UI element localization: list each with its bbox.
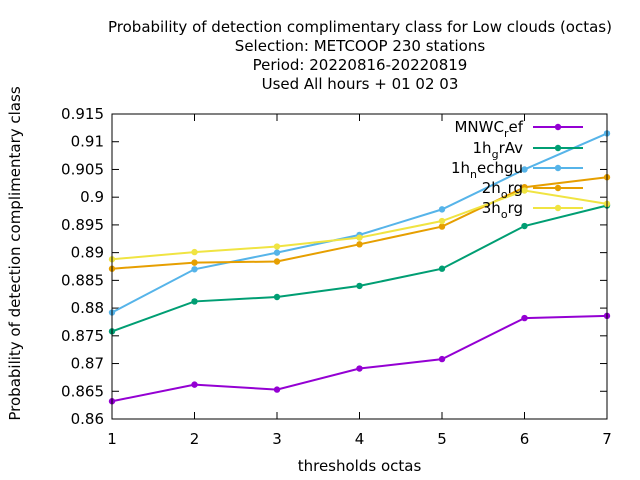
legend-entry: MNWCref [454, 118, 583, 140]
title-line: Selection: METCOOP 230 stations [235, 37, 486, 55]
data-point [273, 243, 281, 250]
data-point [521, 314, 528, 322]
legend-label: 1hnechgu [451, 159, 523, 181]
y-tick-label: 0.89 [71, 244, 104, 262]
data-point [356, 234, 363, 241]
data-point [273, 258, 281, 265]
y-tick-label: 0.905 [61, 160, 104, 178]
legend-label-base: MNWC [454, 118, 503, 136]
legend-label-sub: n [470, 168, 477, 181]
x-tick-label: 1 [107, 430, 117, 448]
legend-label-sub: o [501, 188, 508, 201]
series-layer [108, 130, 611, 405]
series-3h_org [108, 187, 611, 263]
legend-label-base: 2h [482, 179, 501, 197]
tick-labels: 0.860.8650.870.8750.880.8850.890.8950.90… [61, 105, 612, 448]
title-line: Used All hours + 01 02 03 [262, 75, 459, 93]
x-tick-label: 4 [355, 430, 365, 448]
legend-label: 3horg [482, 199, 523, 221]
chart-title: Probability of detection complimentary c… [108, 18, 612, 93]
y-tick-label: 0.865 [61, 382, 104, 400]
legend-label-rest: rAv [499, 139, 524, 157]
series-1h_grAv [108, 202, 611, 335]
data-point [273, 293, 281, 301]
y-tick-label: 0.91 [71, 133, 104, 151]
legend-label-sub: r [504, 127, 509, 140]
legend-entry: 1hgrAv [473, 139, 583, 161]
data-point [191, 259, 198, 266]
legend-label-sub: o [501, 208, 508, 221]
data-point [273, 249, 281, 256]
legend-entry: 2horg [482, 179, 583, 201]
data-point [438, 206, 446, 213]
y-tick-label: 0.86 [71, 410, 104, 428]
data-point [356, 282, 363, 290]
legend-label-rest: rg [508, 199, 523, 217]
y-tick-label: 0.87 [71, 355, 104, 373]
title-line: Probability of detection complimentary c… [108, 18, 612, 36]
data-point [438, 265, 446, 272]
data-point [438, 355, 446, 363]
legend-label-base: 3h [482, 199, 501, 217]
y-tick-label: 0.9 [80, 188, 104, 206]
legend-swatch-point [554, 204, 562, 212]
data-point [521, 187, 528, 194]
legend-label-rest: ef [508, 118, 523, 136]
legend-label: 2horg [482, 179, 523, 201]
series-MNWC_ref [108, 312, 611, 405]
data-point [191, 266, 198, 273]
series-line [111, 204, 608, 333]
y-tick-label: 0.915 [61, 105, 104, 123]
data-point [273, 386, 281, 393]
title-line: Period: 20220816-20220819 [253, 56, 468, 74]
data-point [521, 222, 528, 230]
legend-swatch-point [554, 144, 562, 152]
legend-entry: 3horg [482, 199, 583, 221]
data-point [191, 298, 198, 305]
legend-label-sub: g [492, 148, 499, 161]
legend-swatch-point [554, 164, 562, 172]
x-tick-label: 5 [437, 430, 447, 448]
legend-label: MNWCref [454, 118, 523, 140]
legend-label-rest: echgu [477, 159, 523, 177]
axis-ticks [111, 113, 608, 420]
x-axis-label: thresholds octas [298, 457, 422, 475]
x-tick-label: 6 [520, 430, 530, 448]
y-tick-label: 0.895 [61, 216, 104, 234]
y-axis-label: Probability of detection complimentary c… [6, 86, 24, 420]
data-point [356, 365, 363, 372]
legend-label: 1hgrAv [473, 139, 524, 161]
data-point [356, 241, 363, 248]
legend-label-base: 1h [473, 139, 492, 157]
data-point [438, 217, 446, 225]
legend-swatch-point [554, 123, 562, 131]
plot-frame [111, 113, 608, 420]
legend-label-base: 1h [451, 159, 470, 177]
x-tick-label: 3 [272, 430, 282, 448]
y-tick-label: 0.88 [71, 299, 104, 317]
x-tick-label: 7 [602, 430, 612, 448]
series-line [111, 314, 608, 403]
data-point [191, 248, 198, 256]
legend-entry: 1hnechgu [451, 159, 583, 181]
data-point [191, 381, 198, 388]
x-tick-label: 2 [190, 430, 200, 448]
legend-label-rest: rg [508, 179, 523, 197]
legend-swatch-point [554, 184, 562, 192]
y-tick-label: 0.885 [61, 271, 104, 289]
data-point [521, 166, 528, 173]
data-point [438, 223, 446, 230]
y-tick-label: 0.875 [61, 327, 104, 345]
